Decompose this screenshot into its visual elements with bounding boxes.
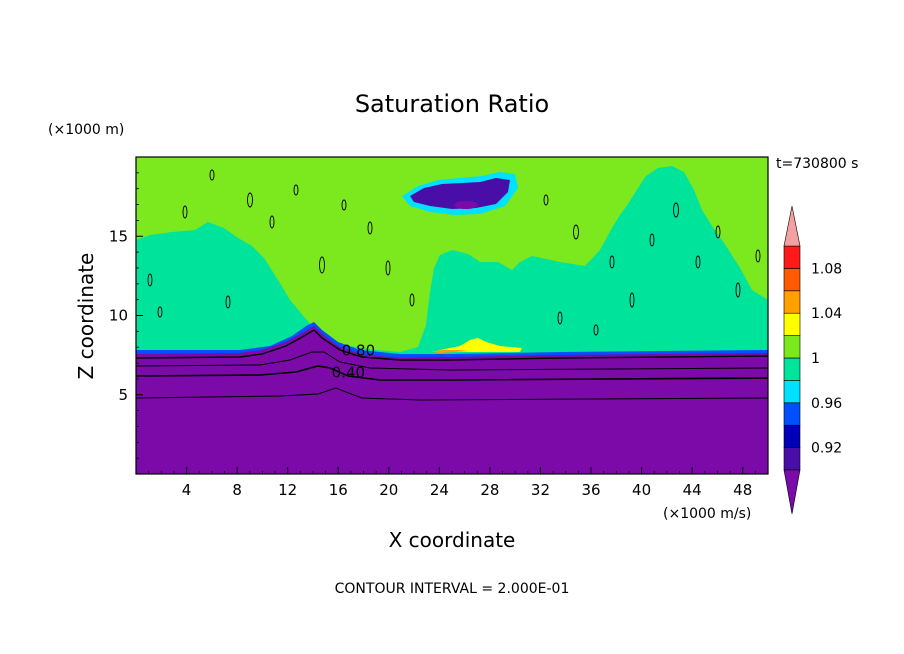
x-axis-unit: (×1000 m/s) (663, 506, 751, 522)
colorbar-tick-label: 1.04 (811, 306, 842, 322)
colorbar: 0.92 0.96 1 1.04 1.08 (783, 205, 842, 515)
colorbar-swatch (783, 357, 801, 381)
field-region-1.02 (432, 338, 522, 352)
y-axis-label: Z coordinate (74, 253, 98, 380)
chart-title: Saturation Ratio (355, 90, 549, 118)
x-axis-label: X coordinate (389, 528, 516, 552)
x-tick-label: 48 (733, 481, 752, 499)
colorbar-swatch (783, 312, 801, 336)
contour-labels: 0.80 0.40 (332, 341, 376, 381)
x-tick-label: 16 (329, 481, 348, 499)
x-tick-label: 32 (531, 481, 550, 499)
x-tick-label: 36 (581, 481, 600, 499)
y-axis-ticks: 5 10 15 (109, 172, 143, 459)
x-axis-ticks: 4 8 12 16 20 24 28 32 36 40 44 48 (148, 467, 756, 499)
colorbar-swatch (783, 402, 801, 426)
colorbar-over-triangle (783, 205, 801, 247)
contour-line-0.80 (136, 329, 768, 361)
field-region-upper-dry (410, 178, 510, 209)
field-region-1.04 (432, 350, 470, 353)
colorbar-swatch (783, 380, 801, 404)
x-tick-label: 20 (379, 481, 398, 499)
colorbar-swatch (783, 424, 801, 448)
contour-label: 0.80 (342, 341, 375, 359)
colorbar-swatch (783, 447, 801, 471)
field-region-upper-dry-core (454, 201, 478, 209)
x-tick-label: 12 (278, 481, 297, 499)
time-label: t=730800 s (776, 156, 858, 172)
colorbar-swatch (783, 290, 801, 314)
contour-interval-note: CONTOUR INTERVAL = 2.000E-01 (335, 581, 570, 597)
x-tick-label: 28 (480, 481, 499, 499)
contour-line-0.40 (136, 365, 768, 381)
contour-line-0.60 (136, 351, 768, 371)
y-tick-label: 5 (118, 386, 128, 404)
colorbar-tick-label: 1 (811, 351, 820, 367)
contour-label: 0.40 (332, 364, 365, 382)
colorbar-under-triangle (783, 469, 801, 515)
contour-line-0.20 (136, 387, 768, 401)
contour-scribbles (147, 169, 761, 336)
x-tick-label: 24 (430, 481, 449, 499)
colorbar-swatch (783, 268, 801, 292)
colorbar-swatch (783, 335, 801, 359)
colorbar-tick-label: 0.96 (811, 396, 842, 412)
x-tick-label: 44 (683, 481, 702, 499)
plot-area: 0.80 0.40 (136, 157, 768, 474)
y-axis-unit: (×1000 m) (48, 122, 124, 138)
y-tick-label: 10 (109, 307, 128, 325)
x-tick-label: 40 (632, 481, 651, 499)
x-tick-label: 4 (182, 481, 192, 499)
x-tick-label: 8 (232, 481, 242, 499)
colorbar-tick-label: 1.08 (811, 261, 842, 277)
colorbar-swatch (783, 245, 801, 269)
colorbar-tick-label: 0.92 (811, 441, 842, 457)
y-tick-label: 15 (109, 227, 128, 245)
